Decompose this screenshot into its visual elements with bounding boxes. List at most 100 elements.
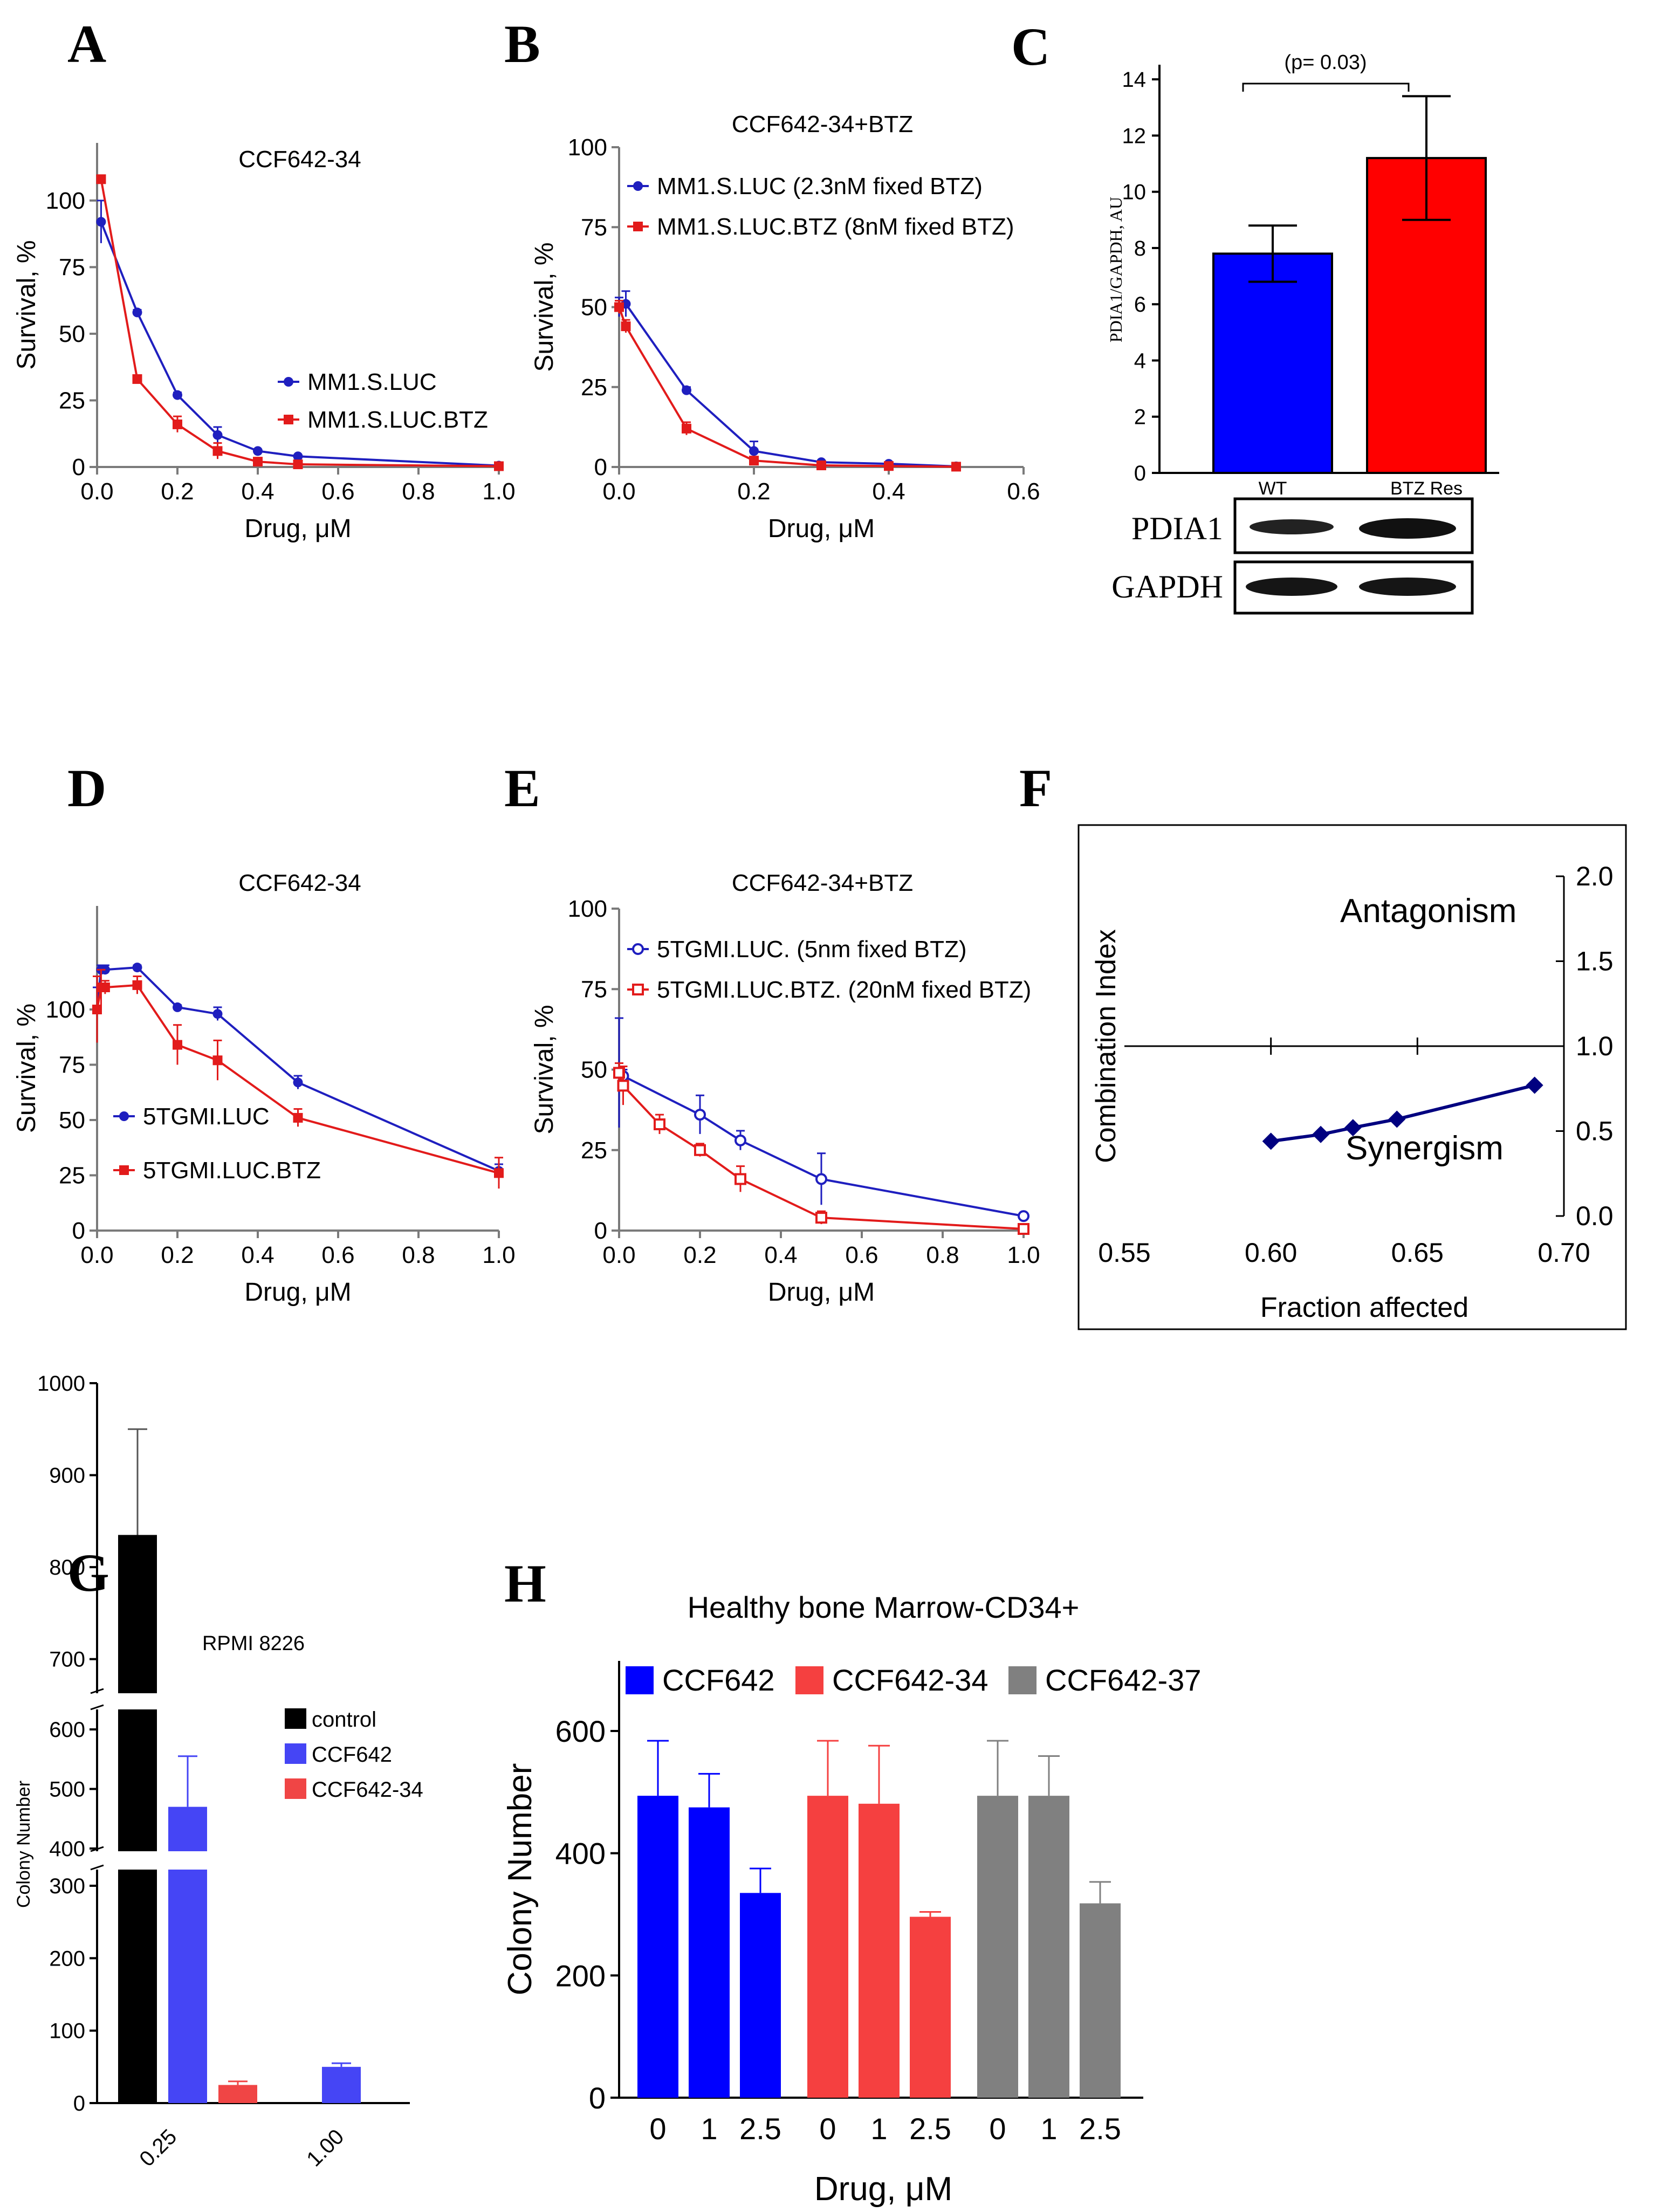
bar	[859, 1803, 900, 2098]
data-point	[96, 217, 106, 227]
data-point	[749, 456, 759, 466]
data-point	[293, 1112, 303, 1123]
y-tick-label: 75	[59, 254, 85, 280]
significance-bracket	[1242, 83, 1410, 92]
x-tick-label: 0.6	[321, 478, 354, 505]
data-point	[682, 423, 691, 434]
data-point	[815, 1173, 827, 1185]
y-tick-label: 0	[1134, 462, 1146, 485]
x-axis-label: Drug, μM	[244, 514, 351, 543]
legend-marker	[284, 415, 293, 424]
data-point	[100, 983, 110, 992]
data-point	[253, 457, 263, 467]
y-tick-label: 400	[555, 1837, 606, 1871]
chart-e-survival-btz: 0.0 0.2 0.4 0.6 0.8 1.0 0 25 50 75 100 Drug, μM Surv…	[530, 870, 1040, 1307]
bar	[1080, 1903, 1121, 2098]
data-point	[951, 462, 961, 472]
bar-break-gap	[116, 1693, 164, 1709]
blot-band-pdia1-wt	[1250, 519, 1334, 534]
y-tick-label: 10	[1122, 181, 1147, 204]
x-tick-label: 1	[701, 2112, 717, 2146]
data-point	[212, 1009, 223, 1019]
x-tick-label: 0.2	[161, 478, 194, 505]
data-point	[173, 1002, 182, 1012]
legend-label: 5TGMI.LUC.BTZ. (20nM fixed BTZ)	[657, 977, 1031, 1003]
legend-label: CCF642	[312, 1743, 392, 1767]
data-point	[694, 1109, 706, 1121]
y-tick-label: 25	[59, 1163, 85, 1189]
panel-letter-b: B	[504, 14, 540, 74]
chart-b-survival-btz: 0.0 0.2 0.4 0.6 0 25 50 75 100 Drug, μM Survival, …	[530, 111, 1040, 543]
blot-label-pdia1: PDIA1	[1131, 511, 1223, 546]
y-tick-label: 400	[49, 1837, 85, 1861]
x-tick-label: 1.0	[482, 1242, 515, 1268]
x-tick-label: 2.5	[1079, 2112, 1121, 2146]
data-point	[212, 430, 223, 440]
y-axis-label: Colony Number	[13, 1781, 34, 1908]
x-tick-label: 0.8	[926, 1242, 959, 1268]
legend-label: 5TGMI.LUC.BTZ	[143, 1157, 321, 1184]
y-tick-label: 600	[49, 1718, 85, 1742]
legend-swatch	[626, 1666, 654, 1694]
y-tick-label: 2.0	[1576, 861, 1614, 891]
y-tick-label: 300	[49, 1874, 85, 1898]
data-point	[173, 419, 182, 429]
legend-label: CCF642-37	[1045, 1663, 1201, 1697]
data-point	[1312, 1125, 1330, 1143]
y-tick-label: 0	[72, 1218, 85, 1244]
bar	[740, 1893, 781, 2098]
legend-label: MM1.S.LUC.BTZ (8nM fixed BTZ)	[657, 214, 1014, 240]
y-tick-label: 500	[49, 1778, 85, 1802]
x-tick-label: 0	[649, 2112, 666, 2146]
bar	[218, 2085, 257, 2103]
legend-label: CCF642-34	[312, 1778, 423, 1802]
data-point	[1388, 1110, 1406, 1128]
x-axis-label: Drug, μM	[814, 2170, 952, 2208]
chart-h-bone-marrow-colony: 0 200 400 600 Colony Number Healthy bone Marr…	[502, 1590, 1201, 2208]
data-point	[212, 1055, 223, 1066]
data-point	[1262, 1132, 1280, 1150]
x-tick-label: 0.2	[161, 1242, 194, 1268]
legend-swatch	[795, 1666, 823, 1694]
data-point	[1344, 1119, 1362, 1137]
x-tick-label: 0.6	[321, 1242, 354, 1268]
x-tick-label: BTZ Res	[1390, 478, 1463, 499]
y-tick-label: 0	[72, 454, 85, 480]
legend-label: MM1.S.LUC.BTZ	[307, 407, 488, 433]
x-tick-label: 1.0	[1007, 1242, 1040, 1268]
bar	[689, 1807, 730, 2098]
data-point	[132, 963, 142, 973]
legend-swatch	[285, 1743, 306, 1764]
chart-title: CCF642-34	[238, 870, 361, 896]
data-point	[749, 446, 759, 456]
y-tick-label: 75	[581, 976, 607, 1002]
y-tick-label: 25	[581, 1137, 607, 1164]
blot-band-gapdh-wt	[1246, 578, 1337, 596]
data-point	[293, 1077, 303, 1088]
y-tick-label: 50	[59, 321, 85, 347]
data-point	[494, 461, 504, 471]
annotation-antagonism: Antagonism	[1340, 892, 1516, 930]
x-tick-label: 0	[989, 2112, 1006, 2146]
data-point	[621, 321, 631, 332]
legend-label: CCF642-34	[832, 1663, 988, 1697]
y-tick-label: 8	[1134, 237, 1146, 260]
blot-label-gapdh: GAPDH	[1111, 569, 1223, 604]
data-point	[293, 459, 303, 470]
y-axis-label: PDIA1/GAPDH, AU	[1106, 197, 1125, 342]
x-tick-label: 0.8	[402, 1242, 435, 1268]
legend-marker	[284, 377, 293, 387]
bar	[1212, 252, 1333, 474]
data-point	[1526, 1076, 1543, 1094]
y-tick-label: 100	[46, 188, 85, 214]
chart-f-combination-index: 0.0 0.5 1.0 1.5 2.0 0.55 0.60 0.65 0.70 Fraction …	[1077, 824, 1627, 1330]
y-tick-label: 0	[73, 2092, 85, 2115]
x-tick-label: 0.4	[241, 478, 274, 505]
y-tick-label: 50	[59, 1107, 85, 1134]
axis-break-mark	[90, 1688, 104, 1694]
panel-frame	[1077, 824, 1627, 1330]
y-tick-label: 100	[46, 997, 85, 1023]
y-tick-label: 25	[581, 374, 607, 401]
y-tick-label: 75	[59, 1052, 85, 1078]
y-tick-label: 100	[568, 134, 607, 161]
